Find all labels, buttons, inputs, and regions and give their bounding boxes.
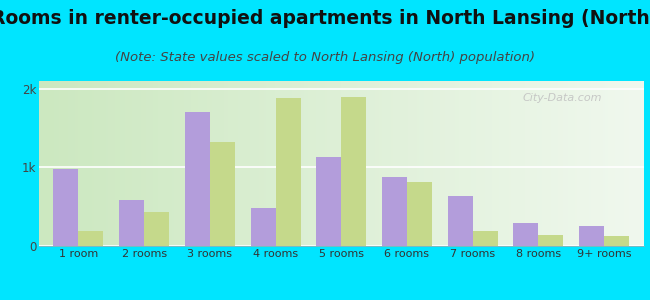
Bar bbox=[473, 231, 498, 246]
Bar bbox=[119, 200, 144, 246]
Bar bbox=[514, 223, 538, 246]
Bar bbox=[251, 208, 276, 246]
Bar bbox=[579, 226, 604, 246]
Bar bbox=[276, 98, 300, 246]
Bar bbox=[514, 223, 538, 246]
Bar bbox=[407, 182, 432, 246]
Bar bbox=[317, 157, 341, 246]
Bar bbox=[210, 142, 235, 246]
Bar bbox=[538, 235, 564, 246]
Bar bbox=[53, 169, 79, 246]
Text: City-Data.com: City-Data.com bbox=[523, 92, 602, 103]
Bar bbox=[341, 97, 366, 246]
Bar bbox=[79, 232, 103, 246]
Bar bbox=[407, 182, 432, 246]
Bar bbox=[276, 98, 300, 246]
Bar bbox=[382, 177, 407, 246]
Text: (Note: State values scaled to North Lansing (North) population): (Note: State values scaled to North Lans… bbox=[115, 51, 535, 64]
Bar bbox=[185, 112, 210, 246]
Bar bbox=[251, 208, 276, 246]
Bar bbox=[448, 196, 473, 246]
Bar bbox=[473, 231, 498, 246]
Bar bbox=[185, 112, 210, 246]
Bar bbox=[448, 196, 473, 246]
Bar bbox=[210, 142, 235, 246]
Text: Rooms in renter-occupied apartments in North Lansing (North): Rooms in renter-occupied apartments in N… bbox=[0, 9, 650, 28]
Bar bbox=[604, 236, 629, 246]
Bar bbox=[382, 177, 407, 246]
Bar bbox=[604, 236, 629, 246]
Bar bbox=[53, 169, 79, 246]
Bar bbox=[79, 232, 103, 246]
Bar bbox=[317, 157, 341, 246]
Bar bbox=[144, 212, 169, 246]
Bar bbox=[538, 235, 564, 246]
Bar bbox=[119, 200, 144, 246]
Bar bbox=[341, 97, 366, 246]
Bar bbox=[144, 212, 169, 246]
Bar bbox=[579, 226, 604, 246]
